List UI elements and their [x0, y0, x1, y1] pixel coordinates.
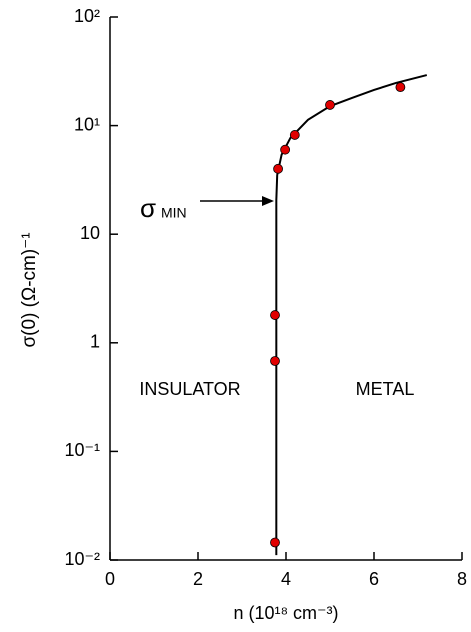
annotation: METAL	[356, 379, 415, 399]
y-tick-label: 10²	[74, 6, 100, 26]
data-point	[270, 537, 280, 548]
x-tick-label: 0	[105, 569, 115, 589]
x-tick-label: 4	[281, 569, 291, 589]
y-tick-label: 10¹	[74, 114, 100, 134]
y-tick-label: 1	[90, 332, 100, 352]
data-point	[325, 100, 335, 110]
x-axis-label: n (10¹⁸ cm⁻³)	[233, 603, 338, 623]
curve	[275, 74, 428, 556]
data-point	[280, 144, 291, 155]
x-tick-label: 2	[193, 569, 203, 589]
annotation: INSULATOR	[139, 379, 240, 399]
x-tick-label: 8	[457, 569, 467, 589]
y-tick-label: 10⁻¹	[64, 440, 100, 460]
y-tick-label: 10⁻²	[64, 549, 100, 569]
data-point	[395, 82, 406, 93]
data-point	[289, 130, 300, 140]
arrow-head	[262, 196, 274, 206]
y-axis-label: σ(0) (Ω-cm)⁻¹	[19, 232, 40, 347]
x-tick-label: 6	[369, 569, 379, 589]
annotation: MIN	[161, 205, 187, 221]
data-point	[273, 163, 283, 174]
data-point	[270, 356, 280, 366]
y-tick-label: 10	[80, 223, 100, 243]
data-point	[270, 310, 280, 320]
annotation: σ	[140, 193, 156, 223]
